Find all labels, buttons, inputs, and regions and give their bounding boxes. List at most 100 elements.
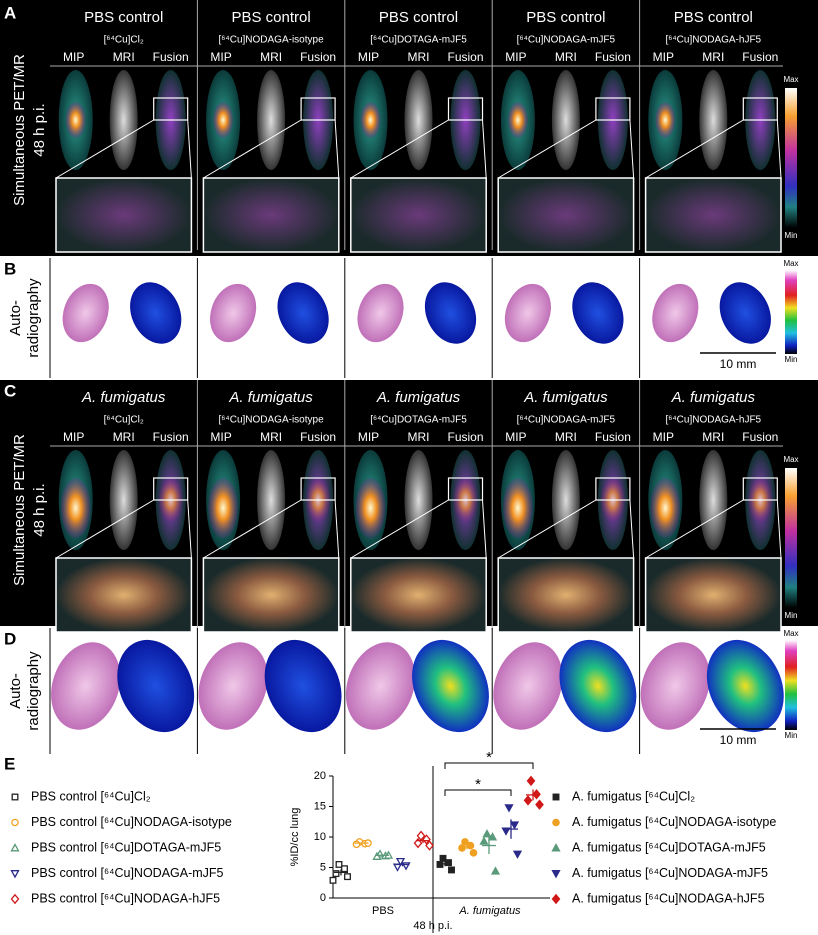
colorbar-min: Min <box>785 611 798 620</box>
point <box>551 843 561 852</box>
point <box>11 818 19 827</box>
column-group: A. fumigatus <box>671 389 756 406</box>
column-tracer: [⁶⁴Cu]NODAGA-mJF5 <box>517 35 616 46</box>
timepoint-label: 48 h p.i. <box>31 483 48 536</box>
column-group: A. fumigatus <box>81 389 166 406</box>
column-tracer: [⁶⁴Cu]NODAGA-mJF5 <box>517 415 616 426</box>
mip-hotspot <box>650 478 681 538</box>
autoradiography-image <box>706 639 784 733</box>
zoom-image <box>497 557 635 633</box>
zoom-line <box>482 499 487 559</box>
point <box>329 876 337 884</box>
panel-label: C <box>4 381 16 400</box>
mri-image <box>551 70 580 170</box>
view-label: MRI <box>408 430 430 444</box>
side-label: Auto- <box>7 673 24 709</box>
view-label: MRI <box>260 50 282 64</box>
point <box>448 866 455 874</box>
column-group: PBS control <box>84 9 163 26</box>
point <box>482 829 492 838</box>
zoom-line <box>497 119 597 179</box>
view-label: MIP <box>505 430 526 444</box>
autoradiography-image <box>117 639 195 733</box>
column-group: PBS control <box>231 9 310 26</box>
point <box>352 840 361 849</box>
point <box>504 804 514 813</box>
autoradiography-image <box>277 282 329 344</box>
column-group: A. fumigatus <box>523 389 608 406</box>
legend-label: PBS control [⁶⁴Cu]NODAGA-mJF5 <box>31 866 224 880</box>
y-tick-label: 0 <box>320 892 326 904</box>
zoom-line <box>55 499 154 559</box>
colorbar-max: Max <box>783 629 798 638</box>
side-label: Simultaneous PET/MR <box>11 54 28 206</box>
autoradiography-image <box>264 639 342 733</box>
zoom-image <box>202 557 340 633</box>
point <box>11 793 19 801</box>
colorbar <box>785 270 797 354</box>
mri-image <box>404 450 433 550</box>
view-label: MIP <box>63 430 84 444</box>
autoradiography-image <box>412 639 489 733</box>
histology-image <box>640 642 710 730</box>
mri-image <box>404 70 433 170</box>
histology-image <box>62 283 109 343</box>
column-group: PBS control <box>379 9 458 26</box>
colorbar <box>785 88 797 228</box>
mri-image <box>699 70 728 170</box>
zoom-box <box>742 97 778 121</box>
view-label: Fusion <box>300 50 336 64</box>
view-label: MRI <box>555 50 577 64</box>
legend-label: PBS control [⁶⁴Cu]NODAGA-hJF5 <box>31 891 220 905</box>
zoom-line <box>645 499 744 559</box>
autoradiography-image <box>130 282 182 344</box>
point <box>509 821 520 830</box>
view-label: MRI <box>113 430 135 444</box>
mri-image <box>257 70 286 170</box>
significance-label: * <box>486 749 492 766</box>
legend-label: PBS control [⁶⁴Cu]Cl₂ <box>31 789 151 803</box>
histology-image <box>51 642 121 730</box>
legend-label: A. fumigatus [⁶⁴Cu]Cl₂ <box>572 789 695 803</box>
view-label: Fusion <box>595 50 631 64</box>
mip-hotspot <box>655 102 676 138</box>
point <box>523 795 533 806</box>
view-label: Fusion <box>447 50 483 64</box>
point <box>487 832 498 841</box>
point <box>552 818 560 827</box>
point <box>10 843 20 852</box>
point <box>466 841 475 850</box>
autoradiography-image <box>572 282 624 344</box>
point <box>552 793 560 801</box>
view-label: MIP <box>505 50 526 64</box>
column-group: PBS control <box>674 9 753 26</box>
histology-image <box>493 642 563 730</box>
point <box>490 866 501 875</box>
group-label: PBS <box>372 905 394 917</box>
y-tick-label: 15 <box>314 800 326 812</box>
colorbar-max: Max <box>783 75 798 84</box>
view-label: MRI <box>555 430 577 444</box>
view-label: MIP <box>653 50 674 64</box>
zoom-line <box>187 119 192 179</box>
histology-image <box>652 283 699 343</box>
column-tracer: [⁶⁴Cu]DOTAGA-mJF5 <box>370 415 467 426</box>
point <box>458 844 466 852</box>
point <box>461 838 469 846</box>
mri-image <box>257 450 286 550</box>
point <box>439 854 447 862</box>
colorbar-min: Min <box>785 231 798 240</box>
zoom-box <box>447 477 484 501</box>
zoom-line <box>645 119 744 179</box>
panel-label: D <box>4 629 16 648</box>
side-label: Simultaneous PET/MR <box>11 434 28 586</box>
zoom-line <box>203 119 302 179</box>
zoom-image <box>350 177 487 253</box>
zoom-line <box>55 119 154 179</box>
zoom-line <box>776 119 782 179</box>
panel-label: E <box>4 754 15 773</box>
point <box>551 870 561 879</box>
zoom-image <box>644 557 782 633</box>
zoom-image <box>350 557 487 633</box>
view-label: Fusion <box>742 50 778 64</box>
